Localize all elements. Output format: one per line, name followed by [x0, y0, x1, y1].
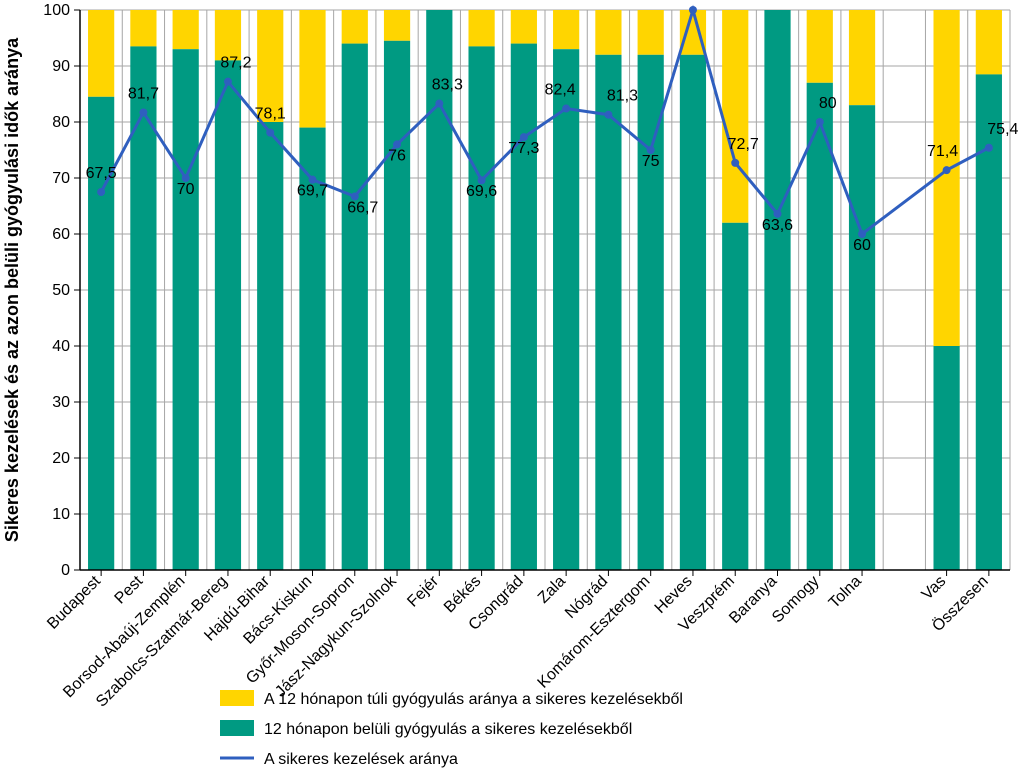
line-value-label: 87,2 — [220, 55, 251, 72]
legend-label: A sikeres kezelések aránya — [264, 751, 458, 768]
bar-within12 — [511, 44, 537, 570]
line-value-label: 80 — [819, 95, 837, 112]
bar-over12 — [976, 10, 1002, 74]
y-tick-label: 40 — [52, 338, 70, 355]
line-marker — [604, 111, 612, 119]
bar-within12 — [764, 10, 790, 570]
bar-over12 — [595, 10, 621, 55]
y-tick-label: 100 — [43, 2, 70, 19]
y-tick-label: 90 — [52, 58, 70, 75]
line-value-label: 72,7 — [728, 136, 759, 153]
bar-over12 — [384, 10, 410, 41]
bar-over12 — [553, 10, 579, 49]
line-marker — [224, 78, 232, 86]
bar-within12 — [468, 46, 494, 570]
bar-within12 — [257, 122, 283, 570]
y-tick-label: 70 — [52, 170, 70, 187]
line-value-label: 81,3 — [607, 88, 638, 105]
bar-within12 — [426, 10, 452, 570]
line-value-label: 60 — [853, 237, 871, 254]
line-value-label: 83,3 — [432, 77, 463, 94]
line-marker — [139, 108, 147, 116]
bar-over12 — [807, 10, 833, 83]
line-value-label: 76 — [388, 147, 406, 164]
line-marker — [266, 129, 274, 137]
legend-label: A 12 hónapon túli gyógyulás aránya a sik… — [264, 691, 683, 708]
line-value-label: 69,7 — [297, 183, 328, 200]
line-marker — [562, 105, 570, 113]
bar-within12 — [595, 55, 621, 570]
line-marker — [731, 159, 739, 167]
y-tick-label: 20 — [52, 450, 70, 467]
line-marker — [943, 166, 951, 174]
bar-over12 — [130, 10, 156, 46]
line-value-label: 70 — [177, 181, 195, 198]
line-value-label: 82,4 — [545, 82, 576, 99]
y-tick-label: 60 — [52, 226, 70, 243]
bar-within12 — [342, 44, 368, 570]
line-marker — [97, 188, 105, 196]
line-value-label: 67,5 — [86, 165, 117, 182]
bar-over12 — [173, 10, 199, 49]
bar-within12 — [933, 346, 959, 570]
bar-over12 — [468, 10, 494, 46]
bar-within12 — [680, 55, 706, 570]
chart-container: 0 10 20 30 40 50 60 70 80 90 100 67,5 81,7 70 87,2 78,1… — [0, 0, 1024, 783]
line-marker — [985, 144, 993, 152]
bar-over12 — [638, 10, 664, 55]
y-axis-label: Sikeres kezelések és az azon belüli gyóg… — [2, 37, 22, 542]
line-value-label: 81,7 — [128, 85, 159, 102]
line-value-label: 77,3 — [508, 140, 539, 157]
y-tick-label: 10 — [52, 506, 70, 523]
line-value-label: 66,7 — [347, 199, 378, 216]
line-marker — [816, 118, 824, 126]
bar-over12 — [88, 10, 114, 97]
legend-label: 12 hónapon belüli gyógyulás a sikeres ke… — [264, 721, 632, 738]
bar-within12 — [849, 105, 875, 570]
y-tick-label: 80 — [52, 114, 70, 131]
legend-swatch — [220, 690, 254, 706]
bar-within12 — [384, 41, 410, 570]
line-value-label: 63,6 — [762, 217, 793, 234]
bar-within12 — [722, 223, 748, 570]
y-tick-label: 30 — [52, 394, 70, 411]
line-value-label: 69,6 — [466, 183, 497, 200]
bar-over12 — [215, 10, 241, 60]
line-value-label: 75,4 — [987, 121, 1018, 138]
bar-within12 — [215, 60, 241, 570]
line-value-label: 78,1 — [255, 106, 286, 123]
bar-within12 — [807, 83, 833, 570]
bar-within12 — [638, 55, 664, 570]
bar-over12 — [722, 10, 748, 223]
bar-over12 — [299, 10, 325, 128]
bar-within12 — [553, 49, 579, 570]
line-marker — [435, 100, 443, 108]
bar-over12 — [849, 10, 875, 105]
line-value-label: 75 — [642, 153, 660, 170]
bar-over12 — [511, 10, 537, 44]
bar-over12 — [342, 10, 368, 44]
bar-within12 — [173, 49, 199, 570]
y-tick-label: 0 — [61, 562, 70, 579]
line-marker — [689, 6, 697, 14]
legend-swatch — [220, 720, 254, 736]
chart-svg: 0 10 20 30 40 50 60 70 80 90 100 67,5 81,7 70 87,2 78,1… — [0, 0, 1024, 783]
line-value-label: 71,4 — [927, 143, 958, 160]
y-tick-label: 50 — [52, 282, 70, 299]
